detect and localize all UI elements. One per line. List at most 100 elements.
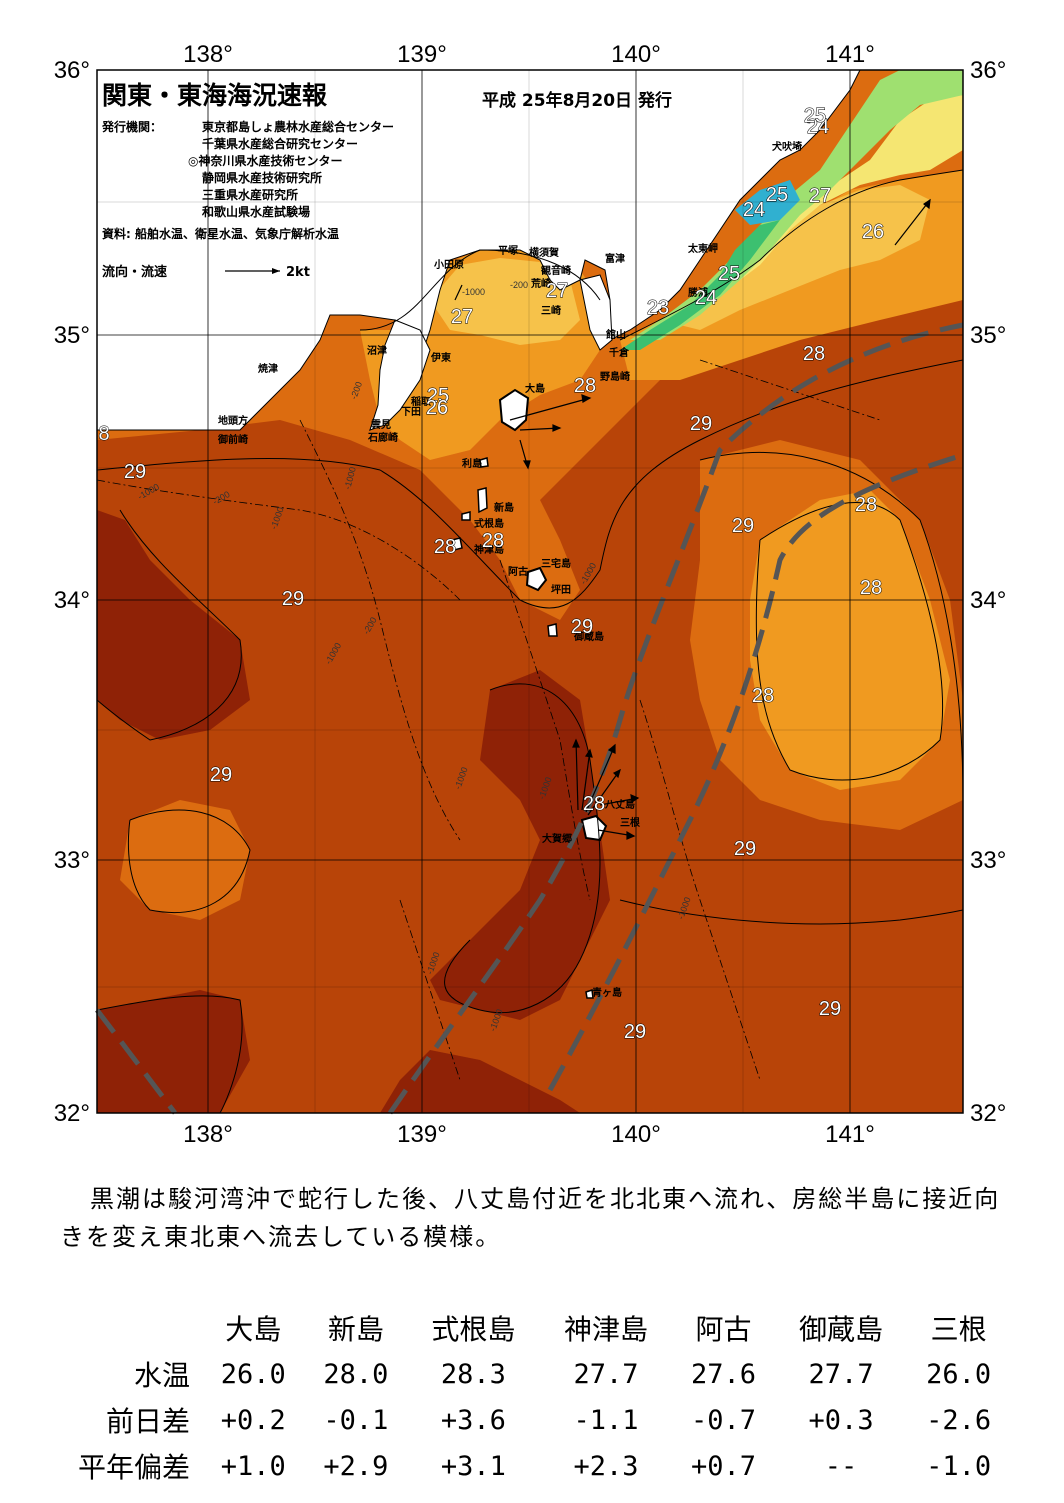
place-ito: 伊東 bbox=[430, 351, 451, 364]
depth-label: -1000 bbox=[462, 287, 485, 297]
place-hiratsuka: 平塚 bbox=[498, 244, 518, 257]
warm-core-bottom bbox=[380, 1050, 580, 1113]
lon-label-140-bottom: 140° bbox=[611, 1121, 661, 1148]
table-cell: -1.0 bbox=[926, 1450, 992, 1482]
table-cell: 28.0 bbox=[323, 1358, 389, 1390]
place-shikinejima: 式根島 bbox=[474, 517, 504, 530]
row-label-water-temp: 水温 bbox=[133, 1359, 190, 1392]
lat-label-33-right: 33° bbox=[970, 847, 1006, 874]
lon-label-138-bottom: 138° bbox=[183, 1121, 233, 1148]
table-cell: +0.3 bbox=[808, 1404, 874, 1436]
place-irozaki: 石廊崎 bbox=[367, 431, 398, 444]
table-cell: 27.7 bbox=[573, 1358, 639, 1390]
iso-label: 28 bbox=[803, 343, 825, 365]
table-cell: +0.7 bbox=[690, 1450, 757, 1482]
graticule-minor bbox=[97, 70, 963, 1113]
lat-label-32-left: 32° bbox=[54, 1100, 90, 1127]
table-cell: +3.1 bbox=[440, 1450, 506, 1482]
lon-label-139-top: 139° bbox=[397, 41, 447, 68]
place-misaki: 三崎 bbox=[541, 304, 561, 317]
sea-temperature-map: 138° 139° 140° 141° 138° 139° 140° 141° … bbox=[54, 41, 1007, 1148]
place-hachijojima: 八丈島 bbox=[604, 798, 635, 811]
current-legend-label: 流向・流速 bbox=[102, 264, 167, 280]
zone-23-boso bbox=[620, 220, 780, 350]
place-chikura: 千倉 bbox=[609, 346, 630, 359]
current-legend-scale: 2kt bbox=[286, 265, 310, 280]
place-ako: 阿古 bbox=[508, 565, 528, 578]
place-yokosuka: 横須賀 bbox=[529, 246, 559, 259]
place-numazu: 沼津 bbox=[367, 344, 387, 357]
publisher-4: 静岡県水産技術研究所 bbox=[202, 170, 322, 185]
place-names: 小田原 平塚 横須賀 観音崎 荒崎 三崎 富津 館山 千倉 野島崎 太東岬 勝浦… bbox=[217, 140, 802, 999]
iso-label: 29 bbox=[210, 764, 232, 786]
table-cell: -- bbox=[824, 1450, 858, 1482]
iso-label: 29 bbox=[819, 998, 841, 1020]
iso-label: 29 bbox=[124, 461, 146, 483]
island-hachijojima bbox=[580, 814, 608, 842]
iso-label: 25 bbox=[718, 263, 740, 285]
iso-label: 28 bbox=[583, 793, 605, 815]
table-cell: 26.0 bbox=[926, 1358, 992, 1390]
table-header-ako: 阿古 bbox=[695, 1313, 752, 1346]
warm-core-southwest bbox=[97, 510, 250, 740]
iso-label: 28 bbox=[752, 685, 774, 707]
publisher-2: 千葉県水産総合研究センター bbox=[202, 136, 358, 151]
table-cell: 26.0 bbox=[220, 1358, 286, 1390]
iso-label: 27 bbox=[546, 280, 568, 302]
table-header-mitsune: 三根 bbox=[930, 1313, 987, 1346]
publisher-label: 発行機関： bbox=[101, 119, 162, 134]
zone-22-kashima bbox=[735, 180, 800, 225]
table-row: 平年偏差 +1.0 +2.9 +3.1 +2.3 +0.7 -- -1.0 bbox=[50, 1443, 1010, 1489]
graticule bbox=[96, 69, 964, 1114]
table-row: 前日差 +0.2 -0.1 +3.6 -1.1 -0.7 +0.3 -2.6 bbox=[50, 1397, 1010, 1443]
table-row: 水温 26.0 28.0 28.3 27.7 27.6 27.7 26.0 bbox=[50, 1351, 1010, 1397]
lat-label-35-right: 35° bbox=[970, 322, 1006, 349]
table-header-corner bbox=[50, 1305, 202, 1351]
table-cell: -0.1 bbox=[323, 1404, 389, 1436]
place-inubosaki: 犬吠埼 bbox=[772, 140, 802, 153]
isotherm-lines bbox=[96, 169, 964, 1114]
table-header-mikurajima: 御蔵島 bbox=[799, 1313, 884, 1346]
zone-26-boso bbox=[660, 185, 930, 330]
place-toshima: 利島 bbox=[462, 457, 482, 470]
table-cell: -1.1 bbox=[573, 1404, 639, 1436]
island-kozushima bbox=[451, 537, 463, 551]
iso-label: 28 bbox=[574, 375, 596, 397]
place-aogashima: 青ヶ島 bbox=[592, 986, 622, 999]
lon-label-139-bottom: 139° bbox=[397, 1121, 447, 1148]
iso-label: 24 bbox=[695, 287, 717, 309]
kuroshio-axis bbox=[95, 322, 964, 1115]
lon-label-141-top: 141° bbox=[825, 41, 875, 68]
publisher-3: ◎神奈川県水産技術センター bbox=[188, 153, 342, 168]
table-cell: 28.3 bbox=[440, 1358, 506, 1390]
publisher-5: 三重県水産研究所 bbox=[202, 187, 298, 202]
iso-label: 27 bbox=[451, 306, 473, 328]
iso-label: 28 bbox=[855, 494, 877, 516]
island-mikurajima bbox=[547, 623, 558, 637]
place-oshima: 大島 bbox=[525, 382, 545, 395]
place-nojimazaki: 野島崎 bbox=[600, 370, 630, 383]
iso-label: 28 bbox=[482, 530, 504, 552]
island-niijima bbox=[477, 487, 488, 514]
lon-label-141-bottom: 141° bbox=[825, 1121, 875, 1148]
iso-label: 24 bbox=[807, 116, 829, 138]
place-mitsune: 三根 bbox=[620, 816, 640, 829]
place-jitokata: 地頭方 bbox=[218, 414, 248, 427]
row-label-normal-anomaly: 平年偏差 bbox=[77, 1451, 190, 1484]
iso-label: 29 bbox=[624, 1021, 646, 1043]
zone-26-sagami bbox=[430, 258, 580, 345]
isotherm-labels: 29 29 29 29 29 29 29 29 28 28 28 28 28 2… bbox=[98, 105, 885, 1044]
warm-core-south bbox=[430, 670, 610, 1020]
place-inatori: 稲取 bbox=[411, 395, 432, 408]
island-oshima bbox=[498, 388, 530, 432]
island-aogashima bbox=[585, 988, 594, 999]
place-kumomi: 雲見 bbox=[371, 419, 391, 431]
table-header-row: 大島 新島 式根島 神津島 阿古 御蔵島 三根 bbox=[50, 1305, 1010, 1351]
lat-label-36-right: 36° bbox=[970, 57, 1006, 84]
zone-24-boso bbox=[630, 70, 963, 340]
place-katsuura: 勝浦 bbox=[688, 286, 708, 299]
summary-text: 黒潮は駿河湾沖で蛇行した後、八丈島付近を北北東へ流れ、房総半島に接近向きを変え東… bbox=[60, 1180, 1020, 1256]
legend-arrow-head bbox=[272, 268, 280, 274]
table-header-shikinejima: 式根島 bbox=[431, 1313, 516, 1346]
iso-label: 29 bbox=[571, 616, 593, 638]
